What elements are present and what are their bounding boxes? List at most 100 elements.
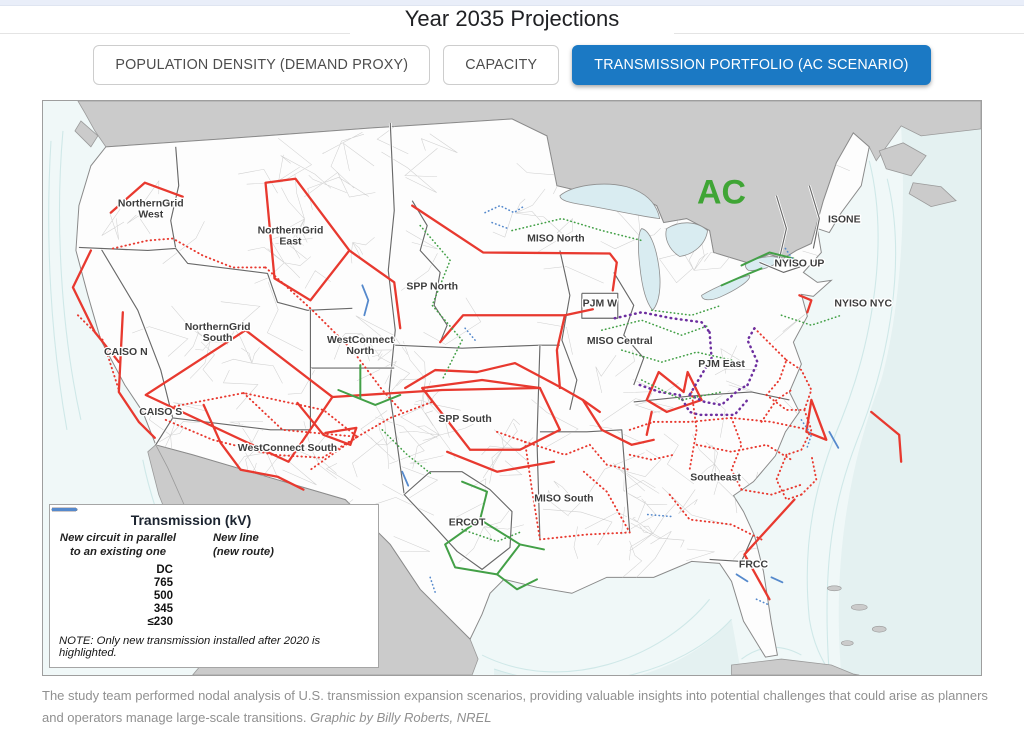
region-boundary [387,122,405,495]
transmission-line-500-new [296,401,358,446]
transmission-line-500-new [264,177,351,302]
region-label: ERCOT [449,518,486,529]
region-boundary [100,248,174,446]
region-label: NorthernGrid East [258,226,324,248]
transmission-line-500-new [555,314,567,390]
legend-title: Transmission (kV) [130,512,252,529]
legend-col1-header: New circuit in parallel to an existing o… [59,532,177,558]
region-boundary [613,272,645,386]
browser-top-strip [0,0,1024,6]
figure-caption: The study team performed nodal analysis … [42,685,988,730]
region-label: CAISO N [104,347,148,358]
transmission-line-500-new [117,311,156,439]
legend-kv-label: ≤230 [147,615,174,628]
transmission-line-500-parallel [588,443,631,471]
transmission-line-500-parallel [309,435,359,471]
transmission-line-230-parallel [491,221,509,230]
transmission-line-345-parallel [640,379,723,401]
region-label: NYISO UP [774,258,824,269]
transmission-line-230-new [735,573,749,583]
legend-newline-swatch [52,508,76,512]
region-boundary [170,146,180,249]
region-label: PJM East [698,359,745,370]
region-boundary [559,250,578,411]
region-label: CAISO S [139,407,182,418]
tab-population-density-demand-proxy[interactable]: POPULATION DENSITY (DEMAND PROXY) [93,45,431,85]
tab-capacity[interactable]: CAPACITY [443,45,560,85]
transmission-line-765-parallel [613,311,711,334]
transmission-line-345-new [518,543,545,551]
lake-huron [665,222,709,257]
region-label: ISONE [828,215,861,226]
transmission-line-500-parallel [264,266,404,413]
transmission-line-345-parallel [620,349,733,363]
legend-kv-label: 765 [153,576,173,589]
region-boundary [395,344,560,349]
caption-credit: Graphic by Billy Roberts, NREL [310,710,492,726]
page-title-wrap: Year 2035 Projections [0,6,1024,38]
caption-text: The study team performed nodal analysis … [42,688,988,726]
transmission-line-345-new [461,480,489,521]
region-boundary [633,391,790,403]
transmission-line-500-parallel [668,493,763,541]
transmission-line-230-parallel [484,204,526,214]
transmission-line-345-parallel [461,528,523,543]
transmission-line-500-new [202,403,305,491]
transmission-line-345-new [740,251,795,267]
region-label: FRCC [739,559,769,570]
transmission-line-500-parallel [800,453,818,496]
region-label: NYISO NYC [834,298,892,309]
island-landmass [908,182,957,208]
transmission-line-500-parallel [785,359,813,411]
region-label: Southeast [690,473,741,484]
legend-kv-label: 345 [153,602,173,615]
transmission-line-500-parallel [688,391,698,471]
legend-row-lte230: ≤230 [51,508,369,628]
region-boundary [78,246,176,252]
region-label: NorthernGrid South [185,322,251,344]
transmission-line-500-new [421,378,562,451]
transmission-line-345-parallel [419,224,463,381]
transmission-line-500-parallel [111,237,267,269]
legend-kv-label: 500 [153,589,173,602]
transmission-line-500-new [805,398,828,441]
transmission-line-500-new [109,181,184,214]
tab-transmission-portfolio-ac-scenario[interactable]: TRANSMISSION PORTFOLIO (AC SCENARIO) [572,45,931,85]
region-label: MISO South [534,494,593,505]
transmission-line-500-new [581,398,655,446]
transmission-line-500-parallel [496,430,591,456]
region-boundary [759,261,802,273]
region-boundary [172,368,312,431]
transmission-line-500-parallel [753,327,788,396]
transmission-line-345-parallel [511,217,643,242]
transmission-line-230-parallel [429,576,437,597]
region-label: MISO North [527,234,585,245]
transmission-line-500-parallel [775,453,803,501]
transmission-line-500-new [870,410,903,463]
transmission-line-500-new [798,294,813,314]
transmission-line-500-parallel [785,408,813,456]
transmission-line-500-new [411,204,618,292]
transmission-line-500-parallel [524,440,631,541]
legend-note: NOTE: Only new transmission installed af… [59,635,321,659]
lake-superior [559,183,661,220]
transmission-line-500-parallel [765,394,806,411]
transmission-line-500-new [348,249,402,330]
us-landmass [75,118,870,658]
transmission-line-765-parallel [638,383,681,397]
transmission-line-500-parallel [356,401,434,438]
region-boundary [403,471,513,570]
transmission-line-500-new [331,386,542,399]
legend-kv-label: DC [156,563,173,576]
transmission-line-500-parallel [695,443,793,461]
transmission-line-500-parallel [740,483,803,496]
transmission-line-765-parallel [746,326,759,387]
legend-rows: DC 765 500 345 ≤230 [51,508,369,628]
scenario-ac-label: AC [697,174,746,212]
region-label: MISO Central [587,336,653,347]
scenario-tabs: POPULATION DENSITY (DEMAND PROXY) CAPACIT… [0,45,1024,85]
transmission-line-500-parallel [76,314,120,391]
transmission-line-345-parallel [650,304,723,317]
map-panel: NorthernGrid West NorthernGrid East Northern… [42,100,982,676]
island-landmass [878,142,927,177]
